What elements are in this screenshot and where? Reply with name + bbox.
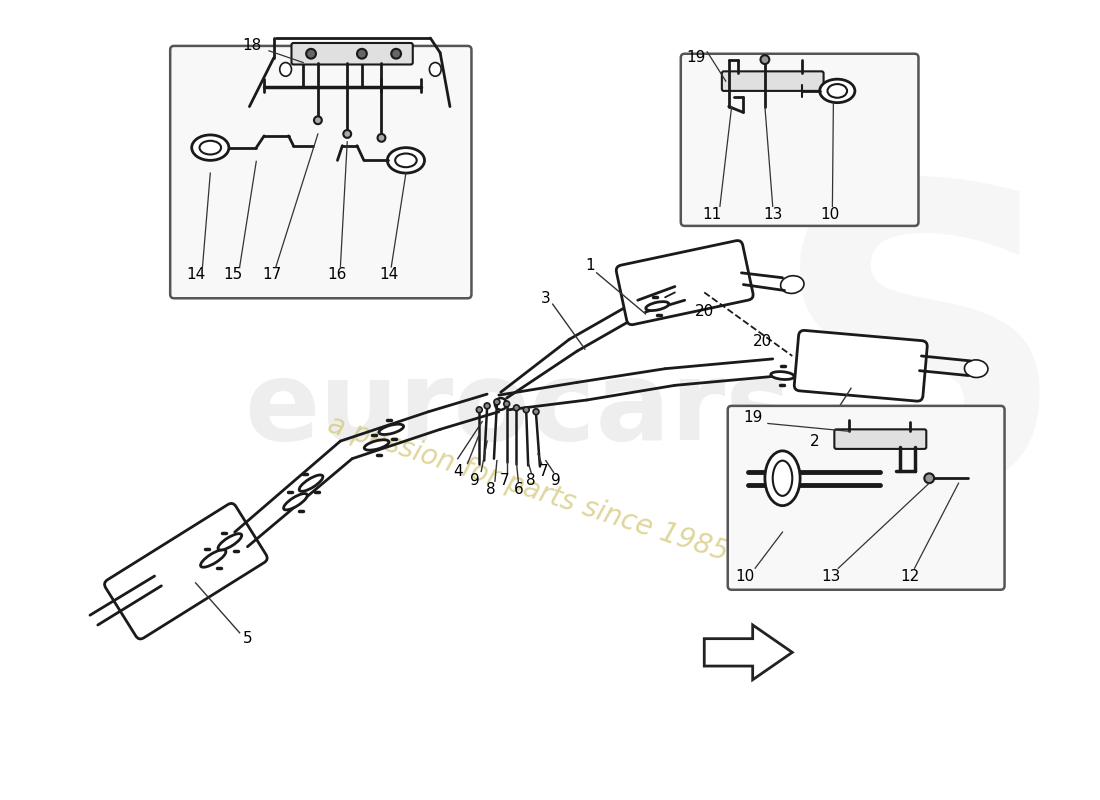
FancyBboxPatch shape: [728, 406, 1004, 590]
FancyBboxPatch shape: [104, 503, 267, 639]
Ellipse shape: [387, 148, 425, 173]
Ellipse shape: [138, 574, 166, 598]
Ellipse shape: [200, 550, 225, 567]
FancyBboxPatch shape: [794, 330, 927, 401]
FancyBboxPatch shape: [170, 46, 472, 298]
Text: 6: 6: [514, 482, 524, 498]
Text: 14: 14: [186, 267, 206, 282]
Ellipse shape: [284, 494, 307, 510]
Ellipse shape: [827, 84, 847, 98]
Ellipse shape: [476, 407, 482, 413]
Text: 9: 9: [471, 473, 481, 488]
Text: 20: 20: [694, 305, 714, 319]
Ellipse shape: [781, 276, 804, 294]
Ellipse shape: [314, 116, 322, 124]
Ellipse shape: [514, 405, 519, 410]
Ellipse shape: [199, 141, 221, 154]
Ellipse shape: [820, 79, 855, 102]
Ellipse shape: [377, 134, 385, 142]
Text: 20: 20: [754, 334, 772, 349]
Text: 3: 3: [541, 290, 551, 306]
Ellipse shape: [924, 474, 934, 483]
Text: 13: 13: [763, 206, 782, 222]
Ellipse shape: [364, 440, 389, 450]
Ellipse shape: [495, 398, 507, 410]
Ellipse shape: [484, 403, 490, 409]
Text: 14: 14: [379, 267, 399, 282]
Text: 8: 8: [526, 473, 536, 488]
Text: 9: 9: [551, 473, 561, 488]
Text: a passion for parts since 1985: a passion for parts since 1985: [324, 410, 733, 566]
Ellipse shape: [395, 154, 417, 167]
Text: 8: 8: [486, 482, 496, 498]
Text: 13: 13: [822, 569, 842, 583]
Ellipse shape: [378, 424, 404, 434]
Ellipse shape: [279, 62, 292, 76]
Text: 7: 7: [539, 464, 549, 479]
Ellipse shape: [764, 451, 800, 506]
Ellipse shape: [524, 407, 529, 413]
FancyBboxPatch shape: [616, 241, 754, 325]
Text: 10: 10: [820, 206, 839, 222]
Text: eurocars: eurocars: [244, 356, 792, 463]
Text: 19: 19: [686, 50, 706, 65]
Text: 18: 18: [243, 38, 262, 54]
Ellipse shape: [306, 49, 316, 58]
Polygon shape: [704, 625, 792, 680]
Ellipse shape: [392, 49, 402, 58]
Ellipse shape: [191, 135, 229, 160]
Ellipse shape: [429, 62, 441, 76]
Ellipse shape: [965, 360, 988, 378]
Ellipse shape: [771, 372, 794, 379]
Ellipse shape: [358, 49, 366, 58]
FancyBboxPatch shape: [292, 43, 412, 65]
Ellipse shape: [772, 461, 792, 496]
Text: 1: 1: [585, 258, 595, 274]
Text: 11: 11: [703, 206, 722, 222]
Ellipse shape: [151, 589, 178, 612]
Text: 5: 5: [243, 631, 252, 646]
Ellipse shape: [760, 55, 769, 64]
Ellipse shape: [646, 302, 669, 310]
FancyBboxPatch shape: [681, 54, 918, 226]
Ellipse shape: [299, 475, 323, 491]
FancyBboxPatch shape: [835, 430, 926, 449]
Text: 15: 15: [223, 267, 242, 282]
FancyBboxPatch shape: [722, 71, 824, 91]
Ellipse shape: [504, 401, 509, 407]
Ellipse shape: [534, 409, 539, 414]
Ellipse shape: [218, 534, 242, 550]
Text: 19: 19: [744, 410, 763, 425]
Text: 12: 12: [900, 569, 920, 583]
Text: 2: 2: [810, 434, 820, 449]
Text: 10: 10: [736, 569, 755, 583]
Text: 7: 7: [499, 473, 509, 488]
Text: S: S: [769, 169, 1069, 573]
Ellipse shape: [494, 399, 499, 405]
Text: 16: 16: [328, 267, 348, 282]
Text: 4: 4: [453, 464, 463, 479]
Text: 17: 17: [262, 267, 282, 282]
Ellipse shape: [343, 130, 351, 138]
